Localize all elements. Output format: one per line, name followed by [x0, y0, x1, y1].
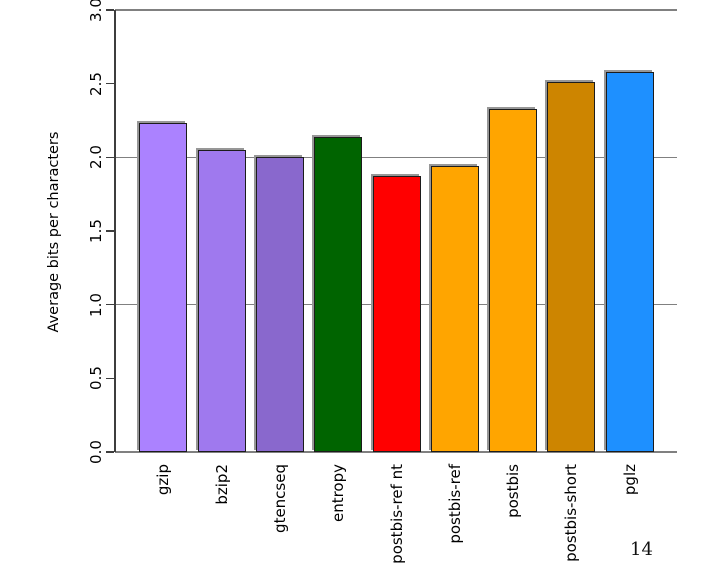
bar-postbis-ref nt [372, 176, 421, 452]
y-tick-label: 0.5 [87, 366, 105, 391]
y-axis-tick [106, 230, 114, 232]
y-tick-label: 2.0 [87, 145, 105, 170]
x-tick-label: bzip2 [212, 464, 231, 505]
x-tick-label: gzip [154, 464, 173, 496]
bar-postbis-short [547, 82, 596, 452]
y-axis-tick [106, 9, 114, 11]
gridline [115, 451, 677, 453]
x-tick-label: postbis-ref nt [387, 464, 406, 564]
y-axis-tick [106, 451, 114, 453]
bar-gtencseq [255, 157, 304, 452]
bar-pglz [605, 71, 654, 452]
x-tick-label: gtencseq [270, 464, 289, 533]
page-number: 14 [630, 539, 653, 560]
y-axis-tick [106, 303, 114, 306]
y-tick-label: 1.5 [87, 219, 105, 243]
y-tick-label: 0.0 [87, 440, 105, 464]
bar-postbis-ref [430, 166, 479, 452]
x-tick-label: postbis-ref [445, 464, 464, 544]
bar-postbis [489, 108, 538, 452]
y-axis-line [114, 10, 116, 452]
bar-bzip2 [197, 149, 246, 452]
y-tick-label: 1.0 [87, 292, 105, 317]
y-axis-title: Average bits per characters [46, 131, 62, 333]
x-tick-label: pglz [620, 464, 639, 496]
gridline [115, 9, 677, 11]
y-axis-tick [106, 156, 114, 159]
bar-gzip [139, 123, 188, 452]
y-tick-label: 3.0 [87, 0, 105, 22]
bar-entropy [314, 136, 363, 452]
x-tick-label: entropy [329, 464, 348, 523]
gridline [115, 156, 677, 159]
y-axis-tick [106, 82, 114, 85]
x-tick-label: postbis [504, 464, 523, 518]
y-axis-tick [106, 377, 114, 380]
y-tick-label: 2.5 [87, 71, 105, 96]
x-tick-label: postbis-short [562, 464, 581, 562]
